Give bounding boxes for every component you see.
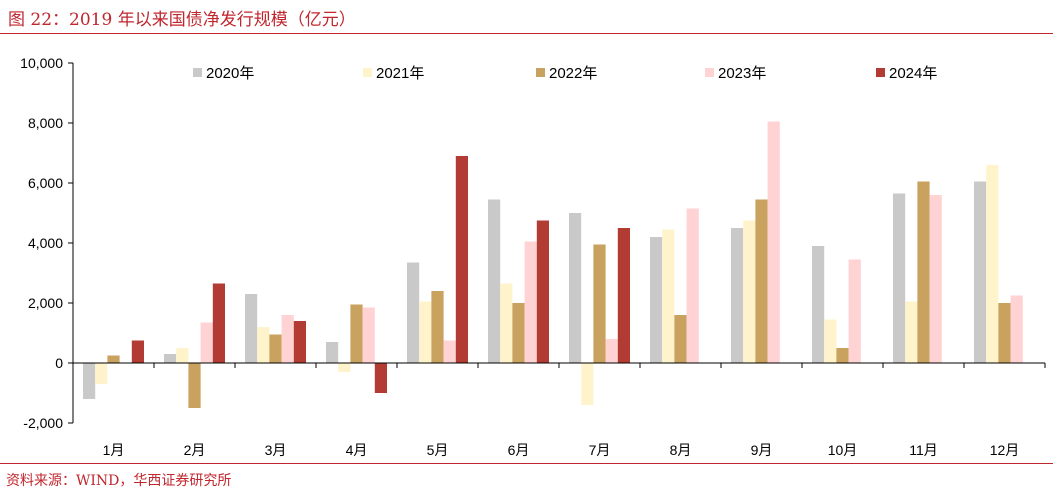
bar — [731, 228, 744, 363]
source-rule — [0, 463, 1053, 464]
title-rule — [0, 33, 1053, 34]
legend: 2020年 2021年 2022年 2023年 2024年 — [193, 65, 937, 82]
legend-label: 2022年 — [549, 65, 597, 82]
bar — [743, 220, 756, 363]
source-note: 资料来源：WIND，华西证券研究所 — [6, 473, 232, 489]
bar — [245, 294, 258, 363]
y-tick-label: -2,000 — [23, 415, 63, 431]
x-tick-label: 3月 — [265, 442, 287, 458]
bar — [986, 165, 999, 363]
x-tick-label: 11月 — [909, 442, 938, 458]
bar — [443, 340, 456, 363]
y-tick-label: 4,000 — [28, 235, 63, 251]
bar — [488, 199, 501, 363]
bar — [812, 246, 825, 363]
y-tick-label: 8,000 — [28, 115, 63, 131]
bar — [755, 199, 768, 363]
bar — [269, 334, 282, 363]
bar — [431, 291, 444, 363]
bar — [212, 283, 225, 363]
bar — [581, 363, 594, 405]
bar — [569, 213, 582, 363]
bar — [893, 193, 906, 363]
bar — [107, 355, 120, 363]
bar — [674, 315, 687, 363]
bars — [83, 121, 1023, 408]
bar — [617, 228, 630, 363]
bar — [455, 156, 468, 363]
y-axis: -2,000 0 2,000 4,000 6,000 8,000 10,000 — [20, 55, 74, 431]
bar — [686, 208, 699, 363]
bar — [176, 348, 189, 363]
legend-label: 2023年 — [718, 65, 766, 82]
bar — [662, 229, 675, 363]
bar — [605, 339, 618, 363]
legend-swatch — [193, 68, 202, 77]
bar — [164, 354, 177, 363]
x-tick-label: 1月 — [103, 442, 125, 458]
bar — [524, 241, 537, 363]
legend-label: 2021年 — [376, 65, 424, 82]
x-tick-label: 10月 — [828, 442, 858, 458]
bar — [188, 363, 201, 408]
y-tick-label: 0 — [55, 355, 63, 371]
legend-swatch — [363, 68, 372, 77]
x-tick-label: 7月 — [589, 442, 611, 458]
bar — [767, 121, 780, 363]
x-tick-label: 8月 — [670, 442, 692, 458]
bar — [650, 237, 663, 363]
x-tick-label: 9月 — [751, 442, 773, 458]
x-tick-label: 5月 — [427, 442, 449, 458]
legend-swatch — [536, 68, 545, 77]
bar — [905, 301, 918, 363]
bar — [536, 220, 549, 363]
bar — [293, 321, 306, 363]
bar — [848, 259, 861, 363]
x-tick-label: 6月 — [508, 442, 530, 458]
y-tick-label: 2,000 — [28, 295, 63, 311]
bar — [512, 303, 525, 363]
bar — [419, 301, 432, 363]
x-tick-label: 2月 — [184, 442, 206, 458]
figure-title: 图 22：2019 年以来国债净发行规模（亿元） — [8, 10, 356, 30]
y-tick-label: 6,000 — [28, 175, 63, 191]
bar — [200, 322, 213, 363]
bar — [326, 342, 339, 363]
x-tick-label: 4月 — [346, 442, 368, 458]
bar — [593, 244, 606, 363]
bar — [974, 181, 987, 363]
bar — [83, 363, 96, 399]
bar — [350, 304, 363, 363]
legend-label: 2020年 — [206, 65, 254, 82]
legend-swatch — [705, 68, 714, 77]
bar — [836, 348, 849, 363]
bar — [917, 181, 930, 363]
bar — [257, 327, 270, 363]
bar — [362, 307, 375, 363]
bar — [1010, 295, 1023, 363]
x-axis: 1月 2月 3月 4月 5月 6月 7月 8月 9月 10月 11月 12月 — [72, 362, 1046, 458]
x-tick-label: 12月 — [990, 442, 1020, 458]
bar — [338, 363, 351, 372]
bar — [407, 262, 420, 363]
legend-label: 2024年 — [889, 65, 937, 82]
bar — [998, 303, 1011, 363]
bar — [95, 363, 108, 384]
bar — [131, 340, 144, 363]
bar — [824, 319, 837, 363]
bar — [281, 315, 294, 363]
bar — [500, 283, 513, 363]
y-tick-label: 10,000 — [20, 55, 63, 71]
legend-swatch — [876, 68, 885, 77]
bar — [374, 363, 387, 393]
bar — [929, 195, 942, 363]
